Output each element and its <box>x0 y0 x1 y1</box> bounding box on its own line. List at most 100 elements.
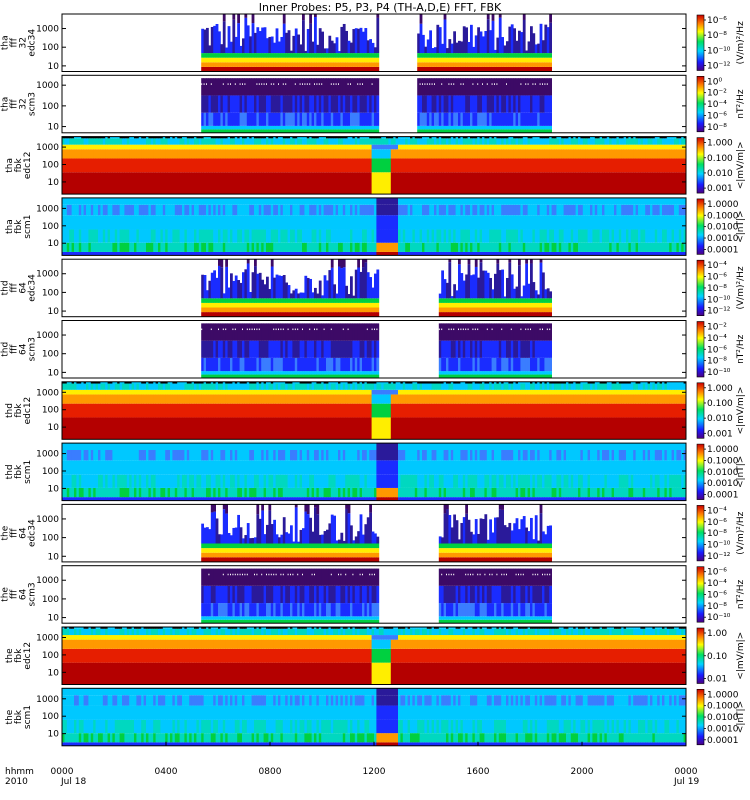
spectrogram-cell <box>222 57 226 63</box>
spectrogram-cell <box>546 242 550 252</box>
spectrogram-cell <box>446 144 449 150</box>
spectrogram-cell <box>98 136 101 139</box>
spectrogram-cell <box>323 149 327 159</box>
spectrogram-cell <box>546 53 550 58</box>
spectrogram-cell <box>640 144 644 150</box>
spectrogram-cell <box>546 57 550 63</box>
spectrogram-cell <box>297 215 300 230</box>
spectrogram-cell <box>580 136 584 139</box>
spectrogram-cell <box>254 53 257 58</box>
spectrogram-cell <box>292 136 296 139</box>
spectrogram-cell <box>237 95 240 113</box>
spectrogram-cell <box>376 53 380 58</box>
spectrogram-cell <box>506 62 509 67</box>
y-tick-label: 1000 <box>36 204 59 214</box>
spectrogram-cell <box>285 53 288 58</box>
spectrogram-cell <box>201 312 204 317</box>
spectrogram-cell <box>213 144 216 150</box>
spectrogram-cell <box>316 197 320 205</box>
spectrogram-cell <box>328 270 332 299</box>
spectrogram-cell <box>491 197 495 205</box>
spectrogram-cell <box>436 24 440 54</box>
spectrogram-cell <box>402 144 406 150</box>
spectrogram-cell <box>431 125 435 130</box>
spectrogram-cell <box>194 229 197 243</box>
spectrogram-cell <box>254 259 257 267</box>
spectrogram-cell <box>136 158 140 173</box>
spectrogram-cell <box>129 197 132 205</box>
spectrogram-cell <box>431 251 435 256</box>
spectrogram-cell <box>374 53 377 58</box>
spectrogram-cell <box>460 41 464 54</box>
spectrogram-cell <box>280 144 284 150</box>
spectrogram-speckle <box>542 83 543 85</box>
spectrogram-cell <box>206 307 209 313</box>
spectrogram-cell <box>210 302 214 308</box>
spectrogram-cell <box>501 62 504 67</box>
spectrogram-cell <box>496 57 500 63</box>
spectrogram-cell <box>338 197 341 205</box>
spectrogram-cell <box>378 197 382 205</box>
spectrogram-cell <box>410 204 413 216</box>
spectrogram-cell <box>119 242 123 252</box>
spectrogram-cell <box>297 158 300 173</box>
spectrogram-cell <box>160 242 164 252</box>
spectrogram-cell <box>400 204 404 216</box>
spectrogram-cell <box>549 78 552 96</box>
spectrogram-cell <box>215 138 219 145</box>
spectrogram-cell <box>520 78 524 96</box>
spectrogram-cell <box>369 229 372 243</box>
spectrogram-cell <box>534 66 538 72</box>
spectrogram-cell <box>345 312 348 317</box>
spectrogram-cell <box>402 215 406 230</box>
spectrogram-cell <box>354 95 358 113</box>
spectrogram-cell <box>342 125 346 130</box>
spectrogram-cell <box>614 149 617 159</box>
spectrogram-cell <box>184 215 188 230</box>
spectrogram-cell <box>417 125 420 130</box>
spectrogram-cell <box>614 158 617 173</box>
spectrogram-cell <box>273 229 276 243</box>
spectrogram-cell <box>330 204 334 216</box>
spectrogram-cell <box>62 149 65 159</box>
spectrogram-cell <box>470 229 473 243</box>
spectrogram-cell <box>215 277 219 299</box>
spectrogram-cell <box>640 138 644 145</box>
spectrogram-cell <box>177 204 180 216</box>
spectrogram-cell <box>220 112 224 126</box>
spectrogram-cell <box>266 136 269 139</box>
spectrogram-cell <box>479 53 483 58</box>
spectrogram-cell <box>321 197 324 205</box>
spectrogram-cell <box>162 158 166 173</box>
spectrogram-cell <box>131 242 135 252</box>
spectrogram-cell <box>549 204 552 216</box>
spectrogram-cell <box>338 242 341 252</box>
spectrogram-cell <box>640 242 644 252</box>
spectrogram-cell <box>479 31 483 54</box>
spectrogram-cell <box>198 229 202 243</box>
spectrogram-cell <box>275 129 279 133</box>
spectrogram-cell <box>136 204 140 216</box>
spectrogram-cell <box>225 307 228 313</box>
spectrogram-cell <box>407 158 411 173</box>
spectrogram-cell <box>566 197 569 205</box>
spectrogram-cell <box>270 229 274 243</box>
spectrogram-cell <box>321 95 324 113</box>
spectrogram-cell <box>234 229 238 243</box>
spectrogram-cell <box>640 229 644 243</box>
spectrogram-cell <box>486 125 490 130</box>
spectrogram-cell <box>182 136 185 139</box>
spectrogram-cell <box>345 66 348 72</box>
spectrogram-cell <box>206 112 209 126</box>
spectrogram-cell <box>170 204 173 216</box>
spectrogram-cell <box>417 129 420 133</box>
spectrogram-cell <box>606 144 610 150</box>
spectrogram-cell <box>455 62 459 67</box>
spectrogram-cell <box>369 158 372 173</box>
spectrogram-cell <box>362 251 365 256</box>
spectrogram-cell <box>438 27 442 54</box>
spectrogram-cell <box>342 62 346 67</box>
spectrogram-cell <box>618 172 622 195</box>
spectrogram-cell <box>628 136 632 139</box>
spectrogram-cell <box>369 251 372 256</box>
